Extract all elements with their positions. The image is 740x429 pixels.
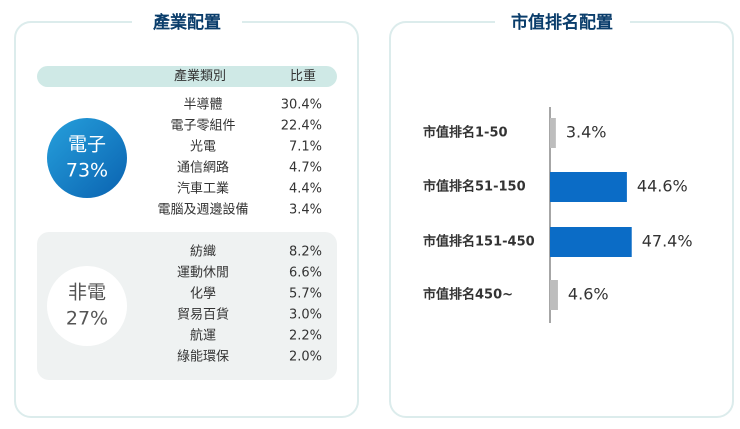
industry-weight: 3.0% — [289, 308, 322, 323]
industry-name: 半導體 — [183, 98, 222, 113]
group-badge — [47, 266, 127, 346]
table-header — [37, 66, 337, 87]
industry-name: 貿易百貨 — [177, 307, 229, 323]
group-share: 73% — [66, 160, 108, 182]
industry-name: 運動休閒 — [177, 266, 229, 281]
industry-weight: 5.7% — [289, 287, 322, 302]
bar — [550, 118, 556, 148]
industry-name: 電子零組件 — [170, 119, 235, 134]
industry-name: 紡織 — [190, 245, 216, 260]
industry-weight: 2.2% — [289, 329, 322, 344]
value-label: 4.6% — [568, 285, 609, 304]
industry-weight: 30.4% — [281, 98, 322, 113]
group-box — [37, 232, 337, 380]
industry-name: 航運 — [190, 328, 216, 344]
industry-weight: 7.1% — [289, 140, 322, 155]
header-cell: 產業類別 — [174, 68, 226, 84]
category-label: 市值排名450~ — [423, 287, 513, 303]
value-label: 3.4% — [566, 123, 607, 142]
bar — [550, 280, 558, 310]
category-label: 市值排名51-150 — [423, 179, 526, 195]
bar — [550, 227, 632, 257]
industry-name: 電腦及週邊設備 — [157, 202, 248, 218]
value-label: 44.6% — [637, 177, 688, 196]
industry-weight: 3.4% — [289, 203, 322, 218]
industry-name: 化學 — [190, 287, 216, 302]
industry-weight: 6.6% — [289, 266, 322, 281]
title-gap — [132, 12, 242, 34]
panel-title: 產業配置 — [153, 12, 221, 33]
industry-name: 通信網路 — [177, 160, 229, 176]
industry-name: 綠能環保 — [177, 350, 229, 365]
chart-panel — [389, 21, 734, 418]
group-share: 27% — [66, 308, 108, 330]
industry-name: 汽車工業 — [177, 181, 229, 197]
bars: 市值排名1-50 3.4% 市值排名51-150 44.6% 市值排名151-450 47… — [423, 118, 693, 310]
industry-weight: 22.4% — [281, 119, 322, 134]
industry-weight: 4.7% — [289, 161, 322, 176]
industry-weight: 2.0% — [289, 350, 322, 365]
group-badge — [47, 118, 127, 198]
header-cell: 比重 — [290, 68, 316, 84]
industry-name: 光電 — [190, 140, 216, 155]
value-label: 47.4% — [642, 232, 693, 251]
category-label: 市值排名151-450 — [423, 234, 535, 250]
table-rows: 半導體 30.4% 電子零組件 22.4% 光電 7.1% 通信網路 4.7% 汽車工業 4.4%… — [157, 98, 322, 365]
chart-title: 市值排名配置 — [511, 12, 613, 33]
group-name: 非電 — [68, 282, 106, 304]
title-gap — [495, 12, 630, 34]
group-name: 電子 — [68, 134, 106, 156]
industry-weight: 8.2% — [289, 245, 322, 260]
category-label: 市值排名1-50 — [423, 125, 508, 141]
bar — [550, 172, 627, 202]
industry-weight: 4.4% — [289, 182, 322, 197]
